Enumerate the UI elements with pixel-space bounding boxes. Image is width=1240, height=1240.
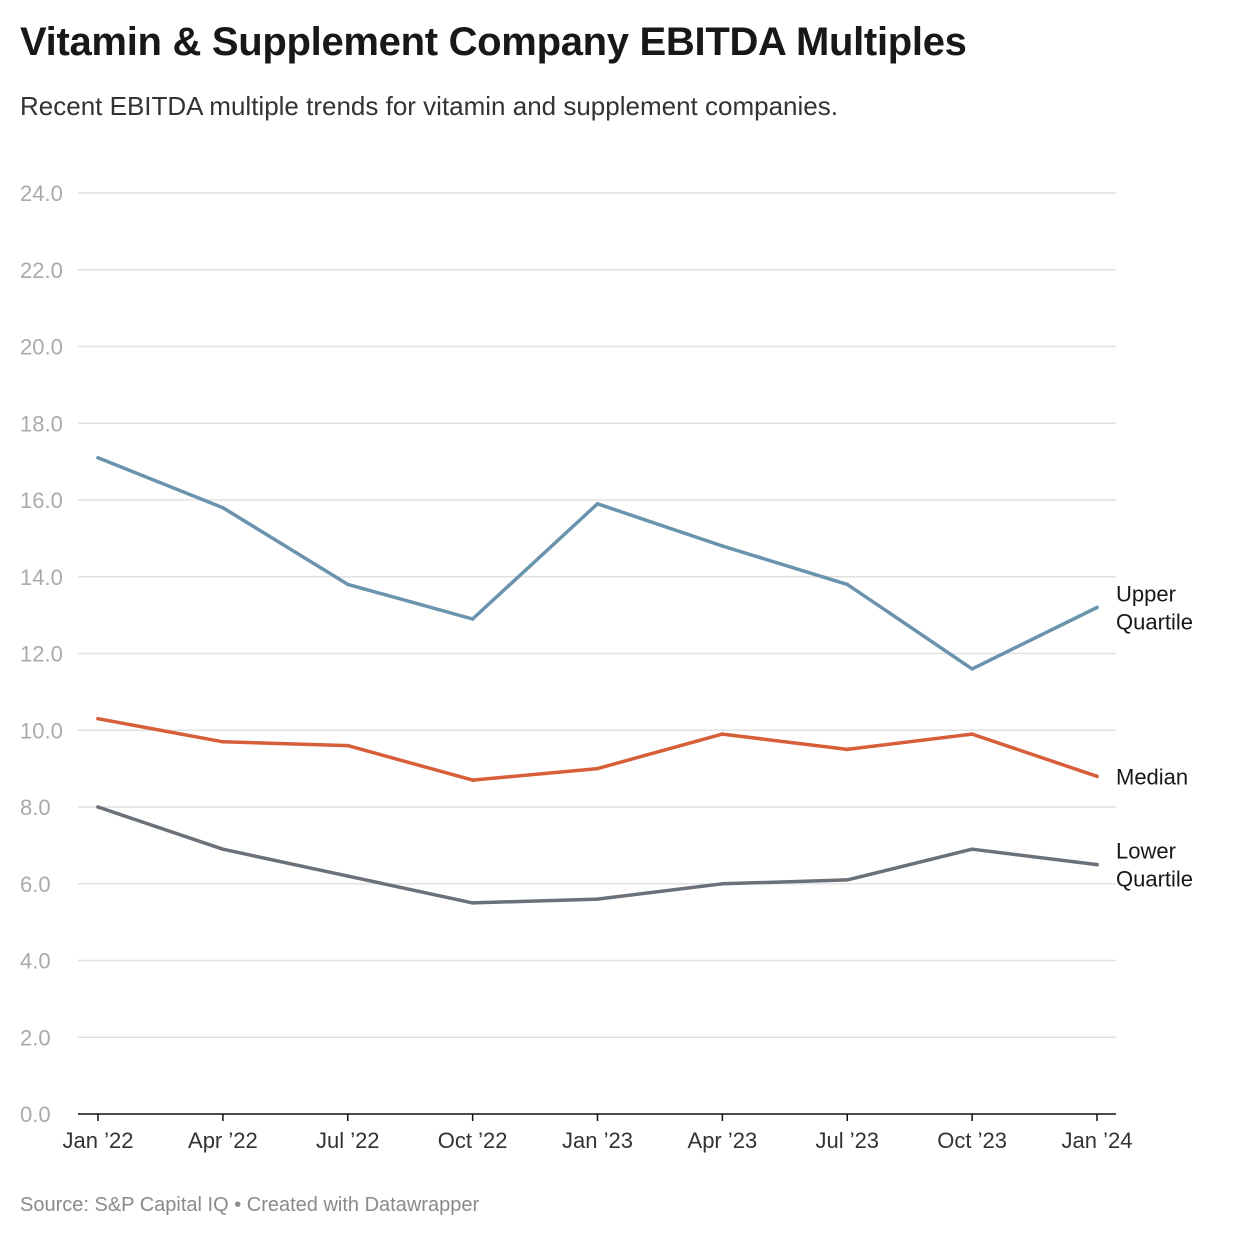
series-label-upper-quartile: Upper Quartile (1116, 581, 1193, 634)
data-point (595, 766, 600, 771)
data-point (720, 732, 725, 736)
y-tick-label: 12.0 (20, 642, 63, 667)
data-point (720, 544, 725, 548)
y-tick-label: 8.0 (20, 795, 51, 820)
source-text: Source: S&P Capital IQ (20, 1194, 229, 1216)
data-point (1095, 774, 1099, 779)
y-tick-label: 10.0 (20, 718, 63, 743)
series-line-lower-quartile (96, 805, 1099, 905)
footer-separator: • (234, 1194, 242, 1216)
data-point (345, 743, 350, 748)
x-tick-label: Apr ’22 (188, 1128, 258, 1153)
data-point (345, 582, 350, 587)
data-point (221, 505, 225, 510)
data-point (845, 747, 850, 752)
x-tick-label: Jul ’22 (316, 1128, 380, 1153)
y-tick-label: 22.0 (20, 258, 63, 283)
data-point (1095, 862, 1099, 867)
series-label-lower-quartile: Lower Quartile (1116, 839, 1193, 892)
x-tick-label: Jan ’22 (63, 1128, 134, 1153)
x-axis-tick-marks (97, 1114, 1098, 1121)
data-point (595, 897, 600, 901)
y-tick-label: 6.0 (20, 872, 51, 897)
series-label-line: Upper (1116, 581, 1176, 606)
data-point (470, 901, 475, 905)
y-tick-label: 18.0 (20, 411, 63, 436)
y-tick-label: 20.0 (20, 335, 63, 360)
data-point (96, 455, 100, 460)
chart-footer: Source: S&P Capital IQ • Created with Da… (20, 1194, 479, 1217)
data-point (96, 805, 100, 809)
x-axis-ticks: Jan ’22 Apr ’22 Jul ’22 Oct ’22 Jan ’23 Apr ’… (63, 1128, 1133, 1153)
y-tick-label: 24.0 (20, 181, 63, 206)
data-point (970, 732, 974, 736)
data-point (470, 617, 475, 621)
data-point (970, 667, 974, 671)
x-tick-label: Oct ’22 (438, 1128, 508, 1153)
series-lines (96, 455, 1099, 905)
data-point (221, 847, 225, 852)
data-point (470, 778, 475, 782)
data-point (595, 502, 600, 506)
data-point (345, 874, 350, 878)
data-point (221, 739, 225, 744)
data-point (845, 582, 850, 587)
y-tick-label: 4.0 (20, 949, 51, 974)
data-point (1095, 605, 1099, 610)
credit-text: Created with Datawrapper (246, 1194, 480, 1216)
y-tick-label: 0.0 (20, 1102, 51, 1127)
chart-title: Vitamin & Supplement Company EBITDA Mult… (20, 20, 967, 64)
x-tick-label: Jan ’23 (562, 1128, 633, 1153)
series-label-line: Quartile (1116, 609, 1193, 634)
series-line-median (96, 716, 1099, 782)
data-point (720, 881, 725, 886)
chart-subtitle: Recent EBITDA multiple trends for vitami… (20, 91, 838, 121)
y-tick-label: 14.0 (20, 565, 63, 590)
grid-lines (78, 192, 1116, 1038)
y-axis-ticks: 0.0 2.0 4.0 6.0 8.0 10.0 12.0 14.0 16.0 18.0 20.0 2… (20, 181, 63, 1127)
series-line-upper-quartile (96, 456, 1099, 671)
series-label-median: Median (1116, 764, 1188, 789)
data-point (845, 878, 850, 882)
x-tick-label: Jan ’24 (1062, 1128, 1133, 1153)
y-tick-label: 2.0 (20, 1025, 51, 1050)
x-tick-label: Jul ’23 (815, 1128, 879, 1153)
series-label-line: Quartile (1116, 867, 1193, 892)
series-label-line: Median (1116, 764, 1188, 789)
series-labels: Upper Quartile Median Lower Quartile (1116, 581, 1193, 891)
data-point (96, 716, 100, 721)
data-point (970, 847, 974, 852)
x-tick-label: Apr ’23 (688, 1128, 758, 1153)
series-label-line: Lower (1116, 839, 1176, 864)
x-tick-label: Oct ’23 (937, 1128, 1007, 1153)
y-tick-label: 16.0 (20, 488, 63, 513)
